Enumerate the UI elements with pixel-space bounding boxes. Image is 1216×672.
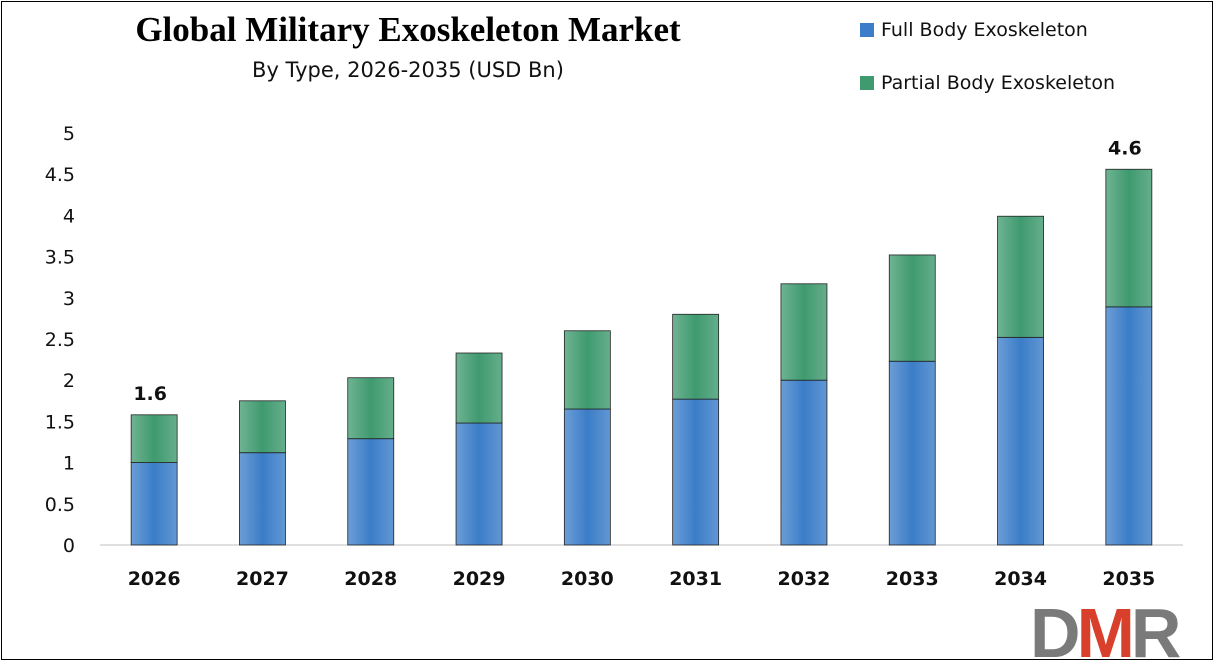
bar-full-body-2034 bbox=[997, 336, 1044, 546]
y-tick-label: 3 bbox=[63, 288, 75, 310]
legend-label: Partial Body Exoskeleton bbox=[881, 72, 1116, 94]
x-tick-label: 2029 bbox=[453, 568, 506, 590]
y-tick-label: 0.5 bbox=[45, 494, 75, 516]
bar-full-body-2027 bbox=[239, 452, 286, 546]
bar-partial-body-2027 bbox=[239, 400, 286, 454]
chart-title: Global Military Exoskeleton Market bbox=[135, 10, 681, 49]
x-tick-label: 2032 bbox=[778, 568, 831, 590]
chart-frame bbox=[1, 1, 1213, 660]
x-tick-label: 2027 bbox=[236, 568, 289, 590]
legend-swatch-partial-body bbox=[860, 76, 874, 90]
x-tick-label: 2033 bbox=[886, 568, 939, 590]
bar-partial-body-2026 bbox=[130, 414, 178, 464]
x-tick-label: 2030 bbox=[561, 568, 614, 590]
y-tick-label: 2 bbox=[63, 370, 75, 392]
x-tick-label: 2031 bbox=[669, 568, 722, 590]
y-tick-label: 4 bbox=[63, 205, 75, 227]
x-tick-label: 2026 bbox=[128, 568, 181, 590]
legend-item-partial-body: Partial Body Exoskeleton bbox=[860, 72, 1115, 94]
bar-partial-body-2034 bbox=[997, 215, 1044, 338]
y-tick-label: 2.5 bbox=[45, 329, 75, 351]
bar-partial-body-2032 bbox=[780, 283, 828, 381]
legend-swatch-full-body bbox=[860, 23, 874, 37]
bar-full-body-2033 bbox=[888, 360, 936, 546]
y-tick-label: 0 bbox=[63, 535, 75, 557]
bar-full-body-2028 bbox=[347, 438, 395, 546]
y-tick-label: 1 bbox=[63, 453, 75, 475]
x-tick-label: 2034 bbox=[994, 568, 1047, 590]
legend-item-full-body: Full Body Exoskeleton bbox=[860, 19, 1088, 41]
bar-full-body-2026 bbox=[130, 462, 178, 546]
bar-partial-body-2033 bbox=[888, 254, 936, 362]
x-tick-label: 2035 bbox=[1102, 568, 1155, 590]
bar-partial-body-2035 bbox=[1105, 168, 1153, 308]
data-label: 4.6 bbox=[1108, 137, 1142, 159]
data-label: 1.6 bbox=[133, 383, 167, 405]
dmr-logo: DMR bbox=[1030, 594, 1181, 672]
bar-partial-body-2029 bbox=[455, 352, 503, 424]
y-tick-label: 3.5 bbox=[45, 247, 75, 269]
bar-partial-body-2030 bbox=[563, 330, 611, 410]
bar-full-body-2031 bbox=[672, 398, 720, 546]
bar-partial-body-2031 bbox=[672, 313, 720, 400]
x-tick-label: 2028 bbox=[344, 568, 397, 590]
bar-partial-body-2028 bbox=[347, 377, 395, 440]
chart-subtitle: By Type, 2026-2035 (USD Bn) bbox=[252, 58, 564, 82]
y-tick-label: 5 bbox=[63, 123, 75, 145]
y-tick-label: 1.5 bbox=[45, 411, 75, 433]
bar-full-body-2030 bbox=[563, 408, 611, 546]
bar-full-body-2029 bbox=[455, 422, 503, 546]
bar-full-body-2035 bbox=[1105, 306, 1153, 546]
y-tick-label: 4.5 bbox=[45, 164, 75, 186]
legend-label: Full Body Exoskeleton bbox=[881, 19, 1088, 41]
bar-full-body-2032 bbox=[780, 379, 828, 546]
